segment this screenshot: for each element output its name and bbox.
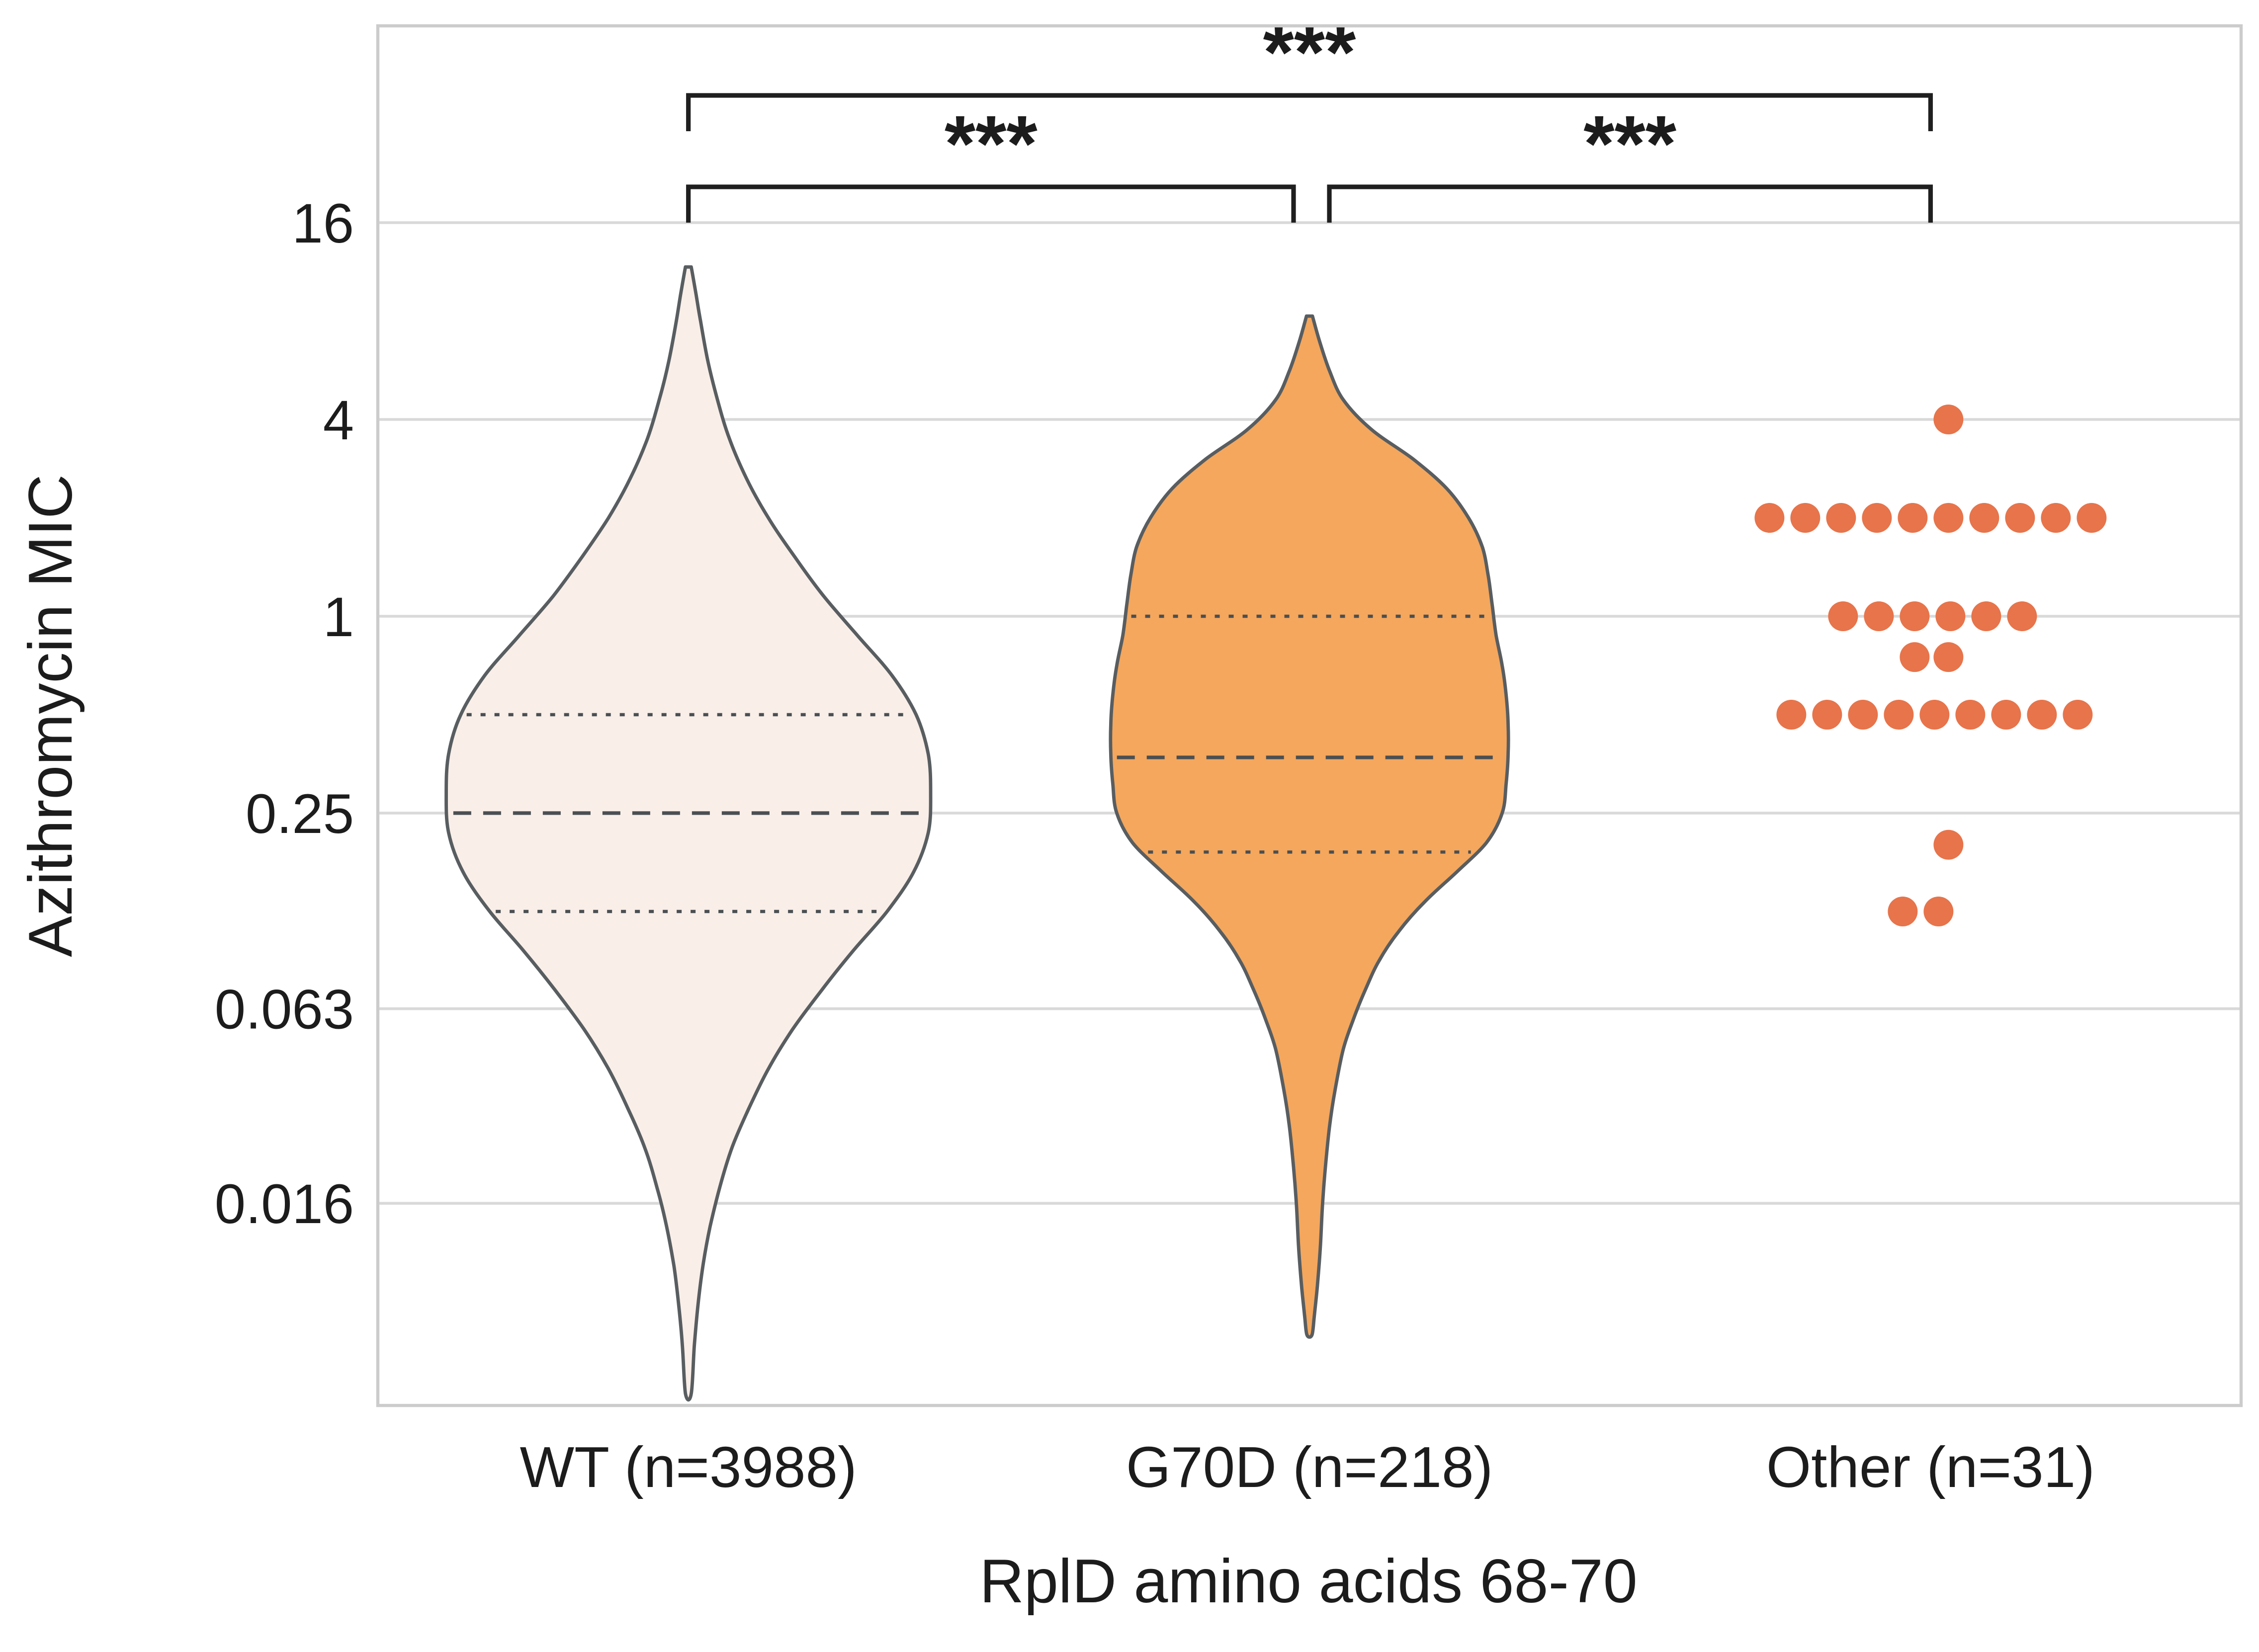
x-tick-label: WT (n=3988) [520, 1435, 857, 1499]
x-axis-label: RplD amino acids 68-70 [979, 1547, 1637, 1616]
strip-dot [1864, 601, 1894, 631]
strip-dot [1776, 700, 1807, 730]
y-axis-label: Azithromycin MIC [16, 474, 85, 957]
strip-dot [1898, 503, 1928, 533]
y-tick-label: 0.063 [215, 979, 354, 1041]
y-tick-labels: 16 4 1 0.25 0.063 0.016 [215, 192, 354, 1235]
strip-dot [1955, 700, 1986, 730]
strip-dot [1935, 601, 1966, 631]
violin-stat-lines [453, 614, 1502, 913]
strip-dot [2041, 503, 2071, 533]
strip-dot [1790, 503, 1821, 533]
x-tick-label: Other (n=31) [1766, 1435, 2095, 1499]
strip-dot [1933, 829, 1964, 860]
strip-dot [1933, 642, 1964, 672]
significance-stars: *** [1263, 7, 1357, 96]
strip-dot [1862, 503, 1892, 533]
y-tick-label: 1 [323, 586, 354, 648]
strip-dot [1933, 503, 1964, 533]
strip-dot [2063, 700, 2093, 730]
y-tick-label: 0.016 [215, 1173, 354, 1235]
strip-dot [1812, 700, 1842, 730]
strip-dot [1884, 700, 1914, 730]
strip-dot [1971, 601, 2001, 631]
y-tick-label: 4 [323, 389, 354, 451]
violin-1 [1109, 314, 1510, 1339]
strip-dot [1900, 601, 1930, 631]
strip-dot [1848, 700, 1878, 730]
strip-dot [2027, 700, 2057, 730]
x-tick-label: G70D (n=218) [1126, 1435, 1493, 1499]
strip-dot [1933, 405, 1964, 434]
strip-dot [1991, 700, 2021, 730]
violin-0 [444, 265, 933, 1402]
significance-stars: *** [945, 99, 1038, 188]
violins [444, 265, 1510, 1402]
strip-dot [2007, 601, 2037, 631]
significance-bracket [1327, 184, 1933, 223]
strip-dot [1900, 642, 1930, 672]
strip-dot [1826, 503, 1856, 533]
strip-dot [1828, 601, 1858, 631]
significance-bracket [686, 93, 1933, 131]
strip-dot [1919, 700, 1950, 730]
strip-dot [1969, 503, 1999, 533]
strip-dot [2005, 503, 2035, 533]
strip-dot [1754, 503, 1785, 533]
significance-bracket [686, 184, 1296, 223]
strip-dot [1923, 897, 1954, 926]
strip-dot [2077, 503, 2107, 533]
plot-border [376, 24, 2243, 1407]
significance-brackets: *** *** *** [686, 7, 1933, 223]
y-tick-label: 16 [292, 192, 354, 254]
significance-stars: *** [1583, 99, 1677, 188]
strip-dots [1754, 405, 2107, 926]
x-tick-labels: WT (n=3988) G70D (n=218) Other (n=31) [520, 1435, 2095, 1499]
y-tick-label: 0.25 [246, 783, 354, 845]
strip-dot [1888, 897, 1918, 926]
